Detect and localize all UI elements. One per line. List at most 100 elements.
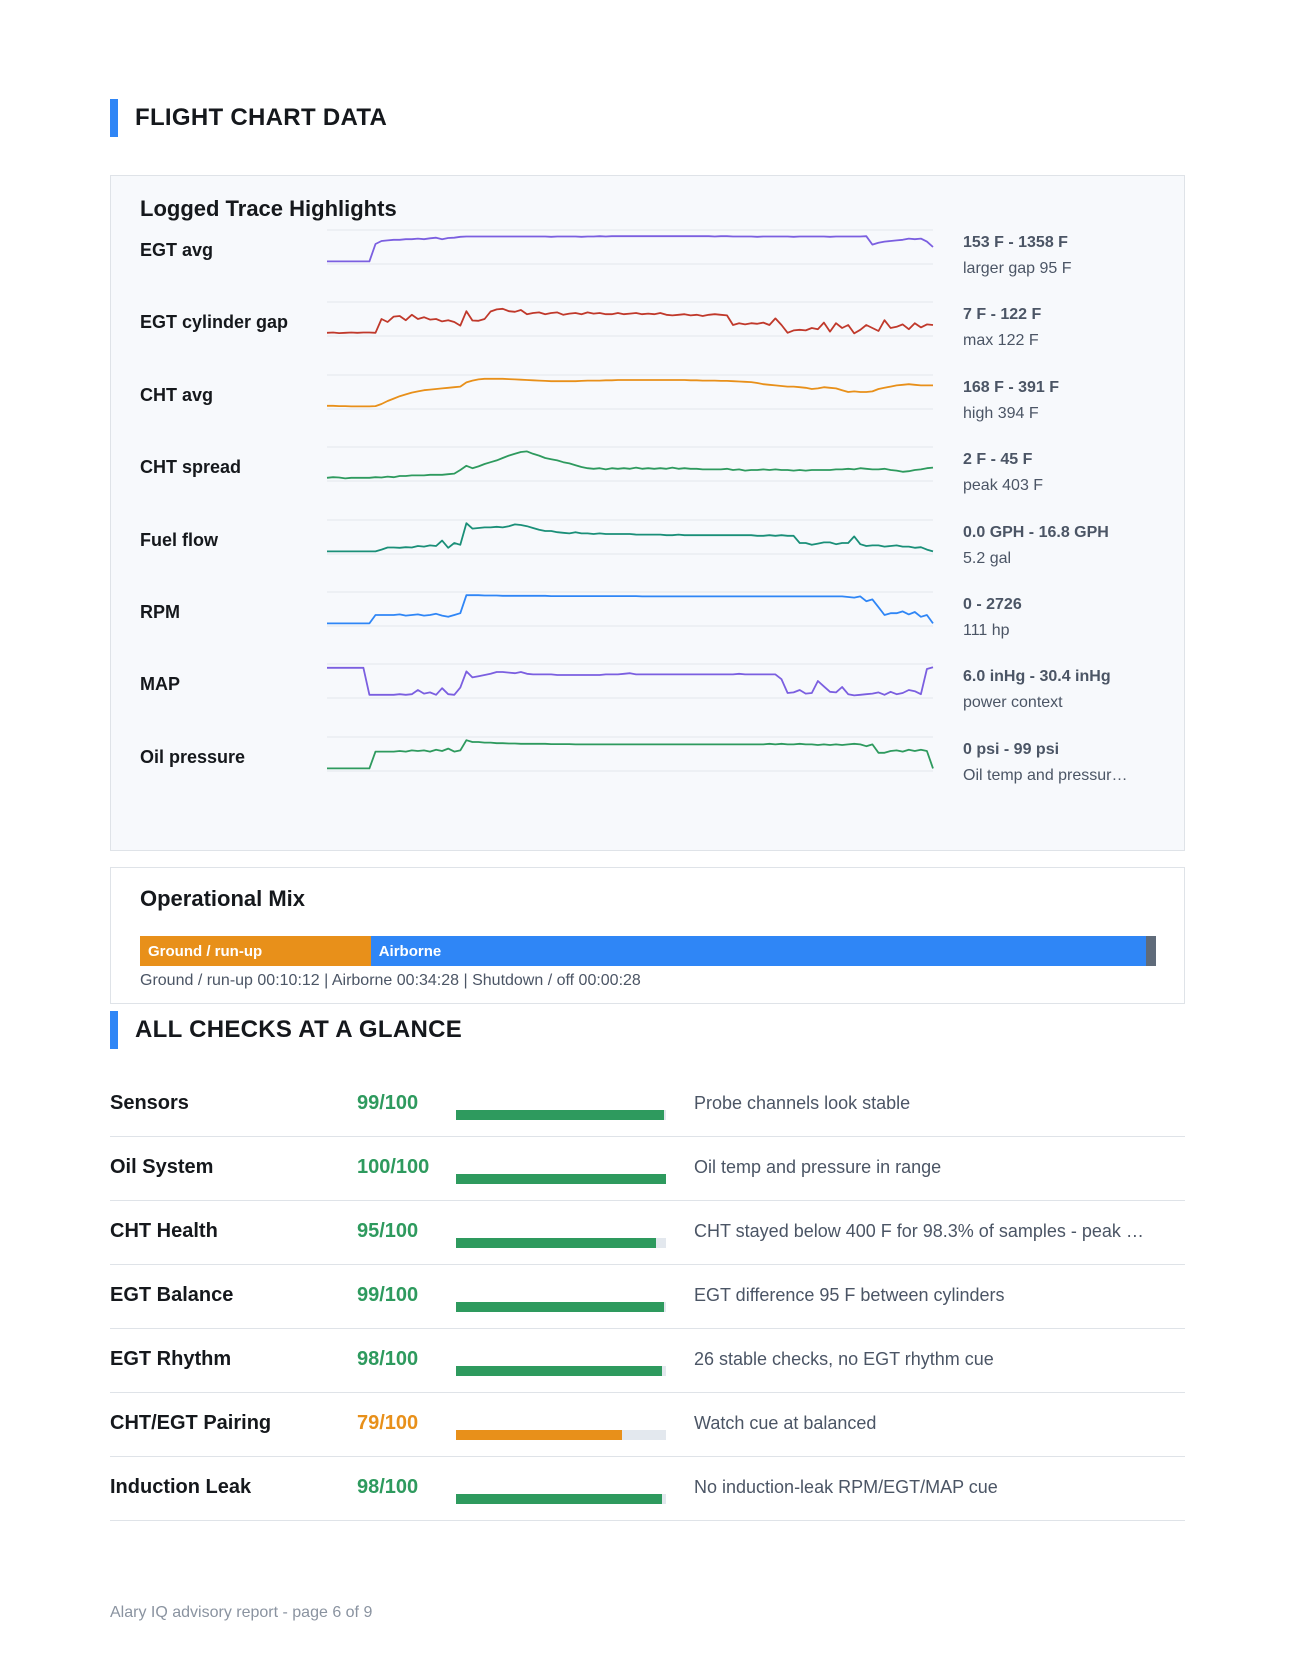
check-score: 95/100 [357, 1220, 419, 1242]
check-row: CHT/EGT Pairing 79/100 Watch cue at balanc… [110, 1392, 1185, 1457]
trace-label: CHT avg [140, 384, 214, 405]
trace-row: MAP 6.0 inHg - 30.4 inHg power context [111, 660, 1184, 732]
trace-range: 0 psi - 99 psi [963, 740, 1060, 758]
operational-mix-panel: Operational Mix Ground / run-up Airborne … [110, 867, 1185, 1004]
check-score: 100/100 [357, 1156, 430, 1178]
trace-sparkline [327, 229, 934, 265]
trace-label: EGT cylinder gap [140, 312, 289, 333]
trace-line [326, 450, 934, 480]
trace-range: 153 F - 1358 F [963, 234, 1068, 251]
trace-note: Oil temp and pressure in range [963, 766, 1128, 784]
trace-row: Fuel flow 0.0 GPH - 16.8 GPH 5.2 gal [111, 516, 1184, 588]
check-name: CHT Health [110, 1220, 218, 1242]
trace-note: larger gap 95 F [963, 260, 1072, 277]
check-description: No induction-leak RPM/EGT/MAP cue [694, 1477, 998, 1497]
check-score: 98/100 [357, 1476, 419, 1498]
check-score-bar [456, 1430, 666, 1440]
check-score-bar [456, 1302, 666, 1312]
trace-line [327, 594, 934, 625]
mix-panel-title: Operational Mix [140, 886, 306, 911]
mix-segment: Airborne [370, 936, 1146, 966]
page-footer: Alary IQ advisory report - page 6 of 9 [110, 1604, 373, 1621]
check-name: Induction Leak [110, 1476, 252, 1498]
trace-label: EGT avg [140, 240, 214, 260]
operational-mix-bar: Ground / run-up Airborne [140, 936, 1156, 966]
trace-line [327, 666, 934, 697]
trace-sparkline [327, 374, 933, 410]
check-description: Watch cue at balanced [694, 1413, 877, 1433]
trace-range: 7 F - 122 F [963, 306, 1042, 324]
trace-range: 6.0 inHg - 30.4 inHg [963, 668, 1111, 686]
trace-row: CHT spread 2 F - 45 F peak 403 F [111, 443, 1184, 515]
trace-note: 111 hp [963, 622, 1010, 639]
check-score-fill [456, 1238, 656, 1248]
check-row: EGT Balance 99/100 EGT difference 95 F bet… [110, 1264, 1185, 1329]
trace-note: power context [963, 694, 1063, 712]
check-score-bar [456, 1366, 666, 1376]
section-title-text: ALL CHECKS AT A GLANCE [135, 1016, 463, 1043]
trace-panel-title: Logged Trace Highlights [140, 196, 397, 221]
check-row: Induction Leak 98/100 No induction-leak RP… [110, 1456, 1185, 1521]
trace-sparkline [326, 446, 934, 482]
section-title-text: FLIGHT CHART DATA [135, 104, 388, 131]
check-description: Oil temp and pressure in range [694, 1157, 942, 1177]
check-description: CHT stayed below 400 F for 98.3% of samp… [694, 1221, 1144, 1241]
check-score-fill [456, 1430, 622, 1440]
trace-row: RPM 0 - 2726 111 hp [111, 588, 1184, 660]
check-score-bar [456, 1110, 666, 1120]
trace-range: 0.0 GPH - 16.8 GPH [963, 523, 1109, 541]
trace-row: CHT avg 168 F - 391 F high 394 F [111, 371, 1184, 443]
trace-label: CHT spread [140, 457, 242, 478]
check-name: CHT/EGT Pairing [110, 1412, 272, 1434]
mix-segment: Ground / run-up [140, 936, 371, 966]
trace-range: 0 - 2726 [963, 596, 1022, 613]
trace-line [326, 308, 934, 335]
trace-sparkline [326, 301, 934, 337]
trace-line [327, 739, 934, 770]
check-name: Oil System [110, 1156, 214, 1178]
check-score-fill [456, 1302, 664, 1312]
trace-label: MAP [140, 674, 180, 695]
check-score: 98/100 [357, 1348, 419, 1370]
trace-note: 5.2 gal [963, 549, 1012, 567]
check-row: CHT Health 95/100 CHT stayed below 400 F f… [110, 1200, 1185, 1265]
trace-note: high 394 F [963, 404, 1039, 422]
trace-sparkline [327, 591, 934, 627]
trace-label: Fuel flow [140, 529, 218, 550]
mix-segment-label: Ground / run-up [148, 942, 263, 960]
check-name: EGT Rhythm [110, 1348, 232, 1370]
check-name: EGT Balance [110, 1284, 234, 1306]
mix-legend: Ground / run-up 00:10:12 | Airborne 00:3… [140, 972, 641, 989]
trace-line [327, 521, 934, 552]
section-heading-checks: ALL CHECKS AT A GLANCE [110, 1011, 462, 1049]
mix-segment [1145, 936, 1156, 966]
trace-row: Oil pressure 0 psi - 99 psi Oil temp and p… [111, 733, 1184, 805]
check-score: 79/100 [357, 1412, 419, 1434]
section-heading-flight-chart: FLIGHT CHART DATA [110, 99, 387, 137]
check-score: 99/100 [357, 1284, 419, 1306]
check-score: 99/100 [357, 1092, 419, 1114]
trace-range: 2 F - 45 F [963, 451, 1033, 469]
check-description: 26 stable checks, no EGT rhythm cue [694, 1349, 994, 1369]
trace-sparkline [327, 663, 934, 699]
check-row: Oil System 100/100 Oil temp and pressure i… [110, 1136, 1185, 1201]
trace-sparkline [327, 736, 934, 772]
check-score-bar [456, 1238, 666, 1248]
trace-label: Oil pressure [140, 746, 246, 767]
trace-label: RPM [140, 602, 180, 622]
trace-highlights-panel: Logged Trace Highlights EGT avg 153 F - 1… [110, 175, 1185, 851]
check-score-fill [456, 1494, 662, 1504]
section-accent-bar [110, 99, 118, 137]
check-row: EGT Rhythm 98/100 26 stable checks, no EGT… [110, 1328, 1185, 1393]
trace-row: EGT cylinder gap 7 F - 122 F max 122 F [111, 298, 1184, 370]
check-score-bar [456, 1494, 666, 1504]
trace-note: max 122 F [963, 332, 1039, 350]
check-score-bar [456, 1174, 666, 1184]
check-row: Sensors 99/100 Probe channels look stable [110, 1072, 1185, 1137]
trace-line [327, 235, 934, 263]
trace-sparkline [327, 519, 934, 555]
check-description: EGT difference 95 F between cylinders [694, 1285, 1005, 1305]
check-description: Probe channels look stable [694, 1093, 911, 1113]
check-score-fill [456, 1174, 666, 1184]
check-score-fill [456, 1366, 662, 1376]
